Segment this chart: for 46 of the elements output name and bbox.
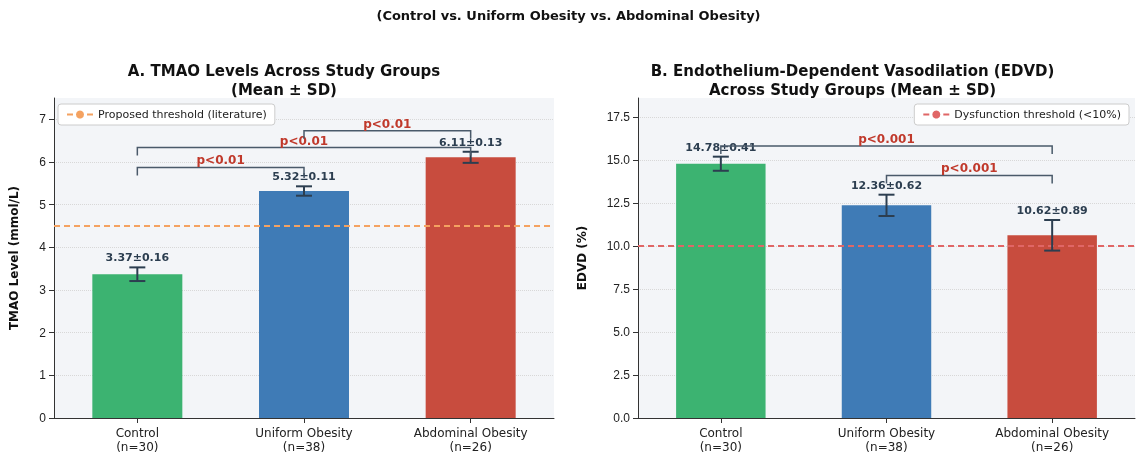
data-label: 5.32±0.11 [272, 170, 336, 184]
y-tick-label: 10.0 [606, 238, 631, 253]
x-tick-label: Uniform Obesity (n=38) [837, 426, 936, 454]
bar [259, 191, 349, 418]
y-tick-label: 2.5 [613, 367, 631, 382]
x-tick-label: Uniform Obesity (n=38) [255, 426, 353, 454]
y-axis-title: EDVD (%) [575, 225, 589, 291]
annotation: p<0.01 [363, 116, 412, 131]
legend-label: Proposed threshold (literature) [98, 108, 267, 121]
data-label: 14.78±0.41 [685, 140, 757, 154]
y-tick-label: 12.5 [606, 195, 631, 210]
data-label: 12.36±0.62 [850, 178, 923, 192]
bar [425, 157, 516, 418]
annotation: p<0.01 [279, 133, 329, 148]
y-tick-label: 0.0 [613, 411, 631, 425]
y-axis-title: TMAO Level (mmol/L) [7, 185, 21, 331]
annotation: p<0.001 [858, 132, 915, 146]
y-tick-label: 5.0 [613, 324, 631, 339]
y-tick-label: 2 [39, 325, 47, 340]
x-tick-label: Control (n=30) [115, 426, 160, 454]
chart-title: B. Endothelium-Dependent Vasodilation (EDVD) Across Study Groups (Mean ± SD) [650, 61, 1055, 99]
chart-title: A. TMAO Levels Across Study Groups (Mean ± SD) [127, 61, 441, 99]
y-tick-label: 17.5 [606, 109, 631, 124]
bar [92, 274, 183, 418]
x-tick-label: Abdominal Obesity (n=26) [995, 426, 1110, 454]
y-tick-label: 7.5 [613, 281, 631, 296]
y-tick-label: 3 [39, 283, 47, 297]
bar [841, 205, 932, 418]
data-label: 6.11±0.13 [438, 135, 503, 149]
x-tick-label: Abdominal Obesity (n=26) [413, 426, 528, 454]
data-label: 10.62±0.89 [1016, 203, 1088, 217]
annotation: p<0.001 [941, 161, 998, 176]
y-tick-label: 15.0 [606, 152, 631, 167]
y-tick-label: 1 [39, 368, 47, 383]
y-tick-label: 6 [39, 155, 47, 169]
y-tick-label: 0 [39, 411, 47, 425]
y-tick-label: 5 [39, 197, 47, 212]
y-tick-label: 7 [39, 112, 47, 127]
x-tick-label: Control (n=30) [699, 426, 743, 454]
annotation: p<0.01 [196, 153, 245, 168]
data-label: 3.37±0.16 [105, 251, 170, 265]
bar [676, 163, 766, 418]
legend-label: Dysfunction threshold (<10%) [954, 108, 1122, 121]
text: (Control vs. Uniform Obesity vs. Abdominal Obesity) [375, 8, 762, 23]
bar [1007, 235, 1097, 418]
y-tick-label: 4 [39, 240, 47, 255]
